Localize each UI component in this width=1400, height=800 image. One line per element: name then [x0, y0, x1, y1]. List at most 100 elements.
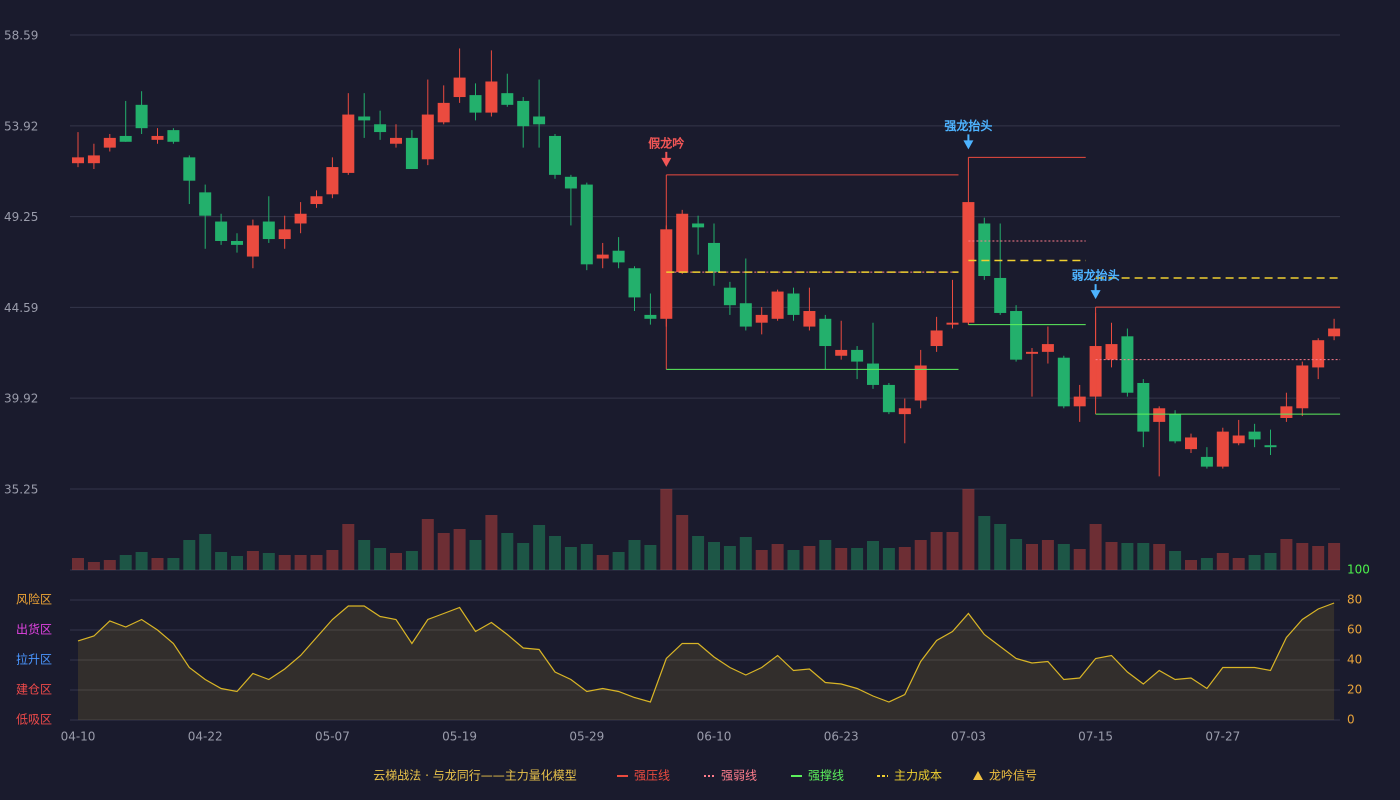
candle-body: [1153, 408, 1166, 422]
volume-bar: [167, 558, 180, 570]
volume-bar: [358, 540, 371, 570]
volume-bar: [246, 551, 259, 570]
candle-body: [1105, 344, 1118, 360]
x-tick-label: 07-15: [1078, 730, 1113, 744]
candle-body: [119, 135, 132, 142]
zone-label: 拉升区: [16, 652, 52, 667]
osc-tick-label: 60: [1347, 623, 1362, 637]
volume-bar: [1264, 553, 1277, 570]
candle-body: [262, 221, 275, 240]
volume-bar: [199, 534, 212, 570]
volume-bar: [867, 541, 879, 570]
candle-body: [676, 213, 689, 273]
volume-bar: [119, 555, 132, 570]
volume-bar: [501, 533, 514, 570]
candle-body: [1041, 344, 1054, 352]
candle-body: [644, 314, 657, 319]
candle-body: [278, 229, 291, 240]
candle-body: [1185, 437, 1197, 450]
volume-bar: [1185, 560, 1197, 570]
volume-bar: [469, 540, 482, 570]
volume-bar: [1073, 549, 1086, 570]
volume-bar: [676, 515, 689, 570]
y-tick-label: 49.25: [4, 210, 38, 224]
volume-bar: [1010, 539, 1023, 570]
volume-bar: [405, 551, 418, 570]
candle-body: [421, 114, 434, 160]
volume-bar: [390, 553, 402, 570]
y-tick-label: 35.25: [4, 483, 38, 497]
osc-tick-label: 80: [1347, 593, 1362, 607]
signal-label: 强龙抬头: [944, 118, 992, 133]
volume-bar: [755, 550, 768, 570]
volume-bar: [612, 552, 625, 570]
candle-body: [994, 277, 1007, 313]
volume-bar: [1057, 544, 1070, 570]
candle-body: [1121, 336, 1134, 393]
volume-bar: [103, 560, 116, 570]
volume-bar: [946, 532, 959, 570]
candle-body: [533, 116, 546, 125]
volume-bar: [898, 547, 911, 570]
candle-body: [453, 77, 466, 98]
candle-body: [898, 408, 911, 415]
volume-bar: [1248, 555, 1261, 570]
volume-bar: [1280, 539, 1293, 570]
y-tick-label: 39.92: [4, 392, 38, 406]
x-tick-label: 06-23: [824, 730, 859, 744]
volume-bar: [851, 548, 864, 570]
signal-arrow: [661, 157, 672, 167]
volume-bar: [1328, 543, 1341, 570]
volume-bar: [1105, 542, 1118, 570]
candle-body: [549, 135, 561, 175]
y-tick-label: 58.59: [4, 29, 38, 43]
legend-label: 强压线: [634, 769, 670, 783]
candle-body: [469, 95, 482, 113]
volume-bar: [310, 555, 323, 570]
candle-body: [72, 157, 84, 164]
x-tick-label: 06-10: [697, 730, 732, 744]
volume-bar: [1137, 543, 1150, 570]
volume-bar: [1216, 553, 1229, 570]
volume-bar: [437, 533, 450, 570]
volume-bar: [87, 562, 100, 570]
volume-bar: [882, 548, 895, 570]
osc-area: [78, 603, 1335, 720]
candle-body: [819, 318, 832, 347]
candle-body: [1328, 328, 1341, 337]
candle-body: [199, 192, 212, 216]
volume-bar: [962, 489, 975, 570]
volume-bar: [580, 544, 593, 570]
candle-body: [405, 137, 418, 170]
x-tick-label: 05-29: [569, 730, 604, 744]
osc-line: [77, 602, 1335, 703]
candle-body: [835, 349, 848, 356]
volume-bar: [135, 552, 148, 570]
candle-body: [803, 311, 816, 327]
legend-label: 龙吟信号: [989, 768, 1037, 783]
volume-bar: [151, 558, 164, 570]
candle-body: [1264, 445, 1277, 448]
candle-body: [596, 254, 609, 259]
zone-label: 建仓区: [16, 683, 52, 697]
volume-bar: [628, 540, 641, 570]
volume-bar: [294, 555, 307, 570]
candle-body: [1280, 406, 1293, 419]
volume-bar: [342, 524, 355, 570]
volume-bar: [374, 548, 387, 570]
candle-body: [103, 137, 116, 148]
candle-body: [1010, 311, 1023, 360]
candle-body: [1296, 365, 1309, 409]
candle-body: [326, 167, 339, 195]
candle-body: [501, 93, 514, 105]
volume-bar: [787, 550, 800, 570]
volume-bar: [533, 525, 546, 570]
candle-body: [580, 184, 593, 265]
candle-body: [612, 250, 625, 263]
volume-bar: [1169, 551, 1182, 570]
volume-bar: [485, 515, 498, 570]
candle-body: [628, 268, 641, 298]
y-tick-label: 53.92: [4, 119, 38, 133]
